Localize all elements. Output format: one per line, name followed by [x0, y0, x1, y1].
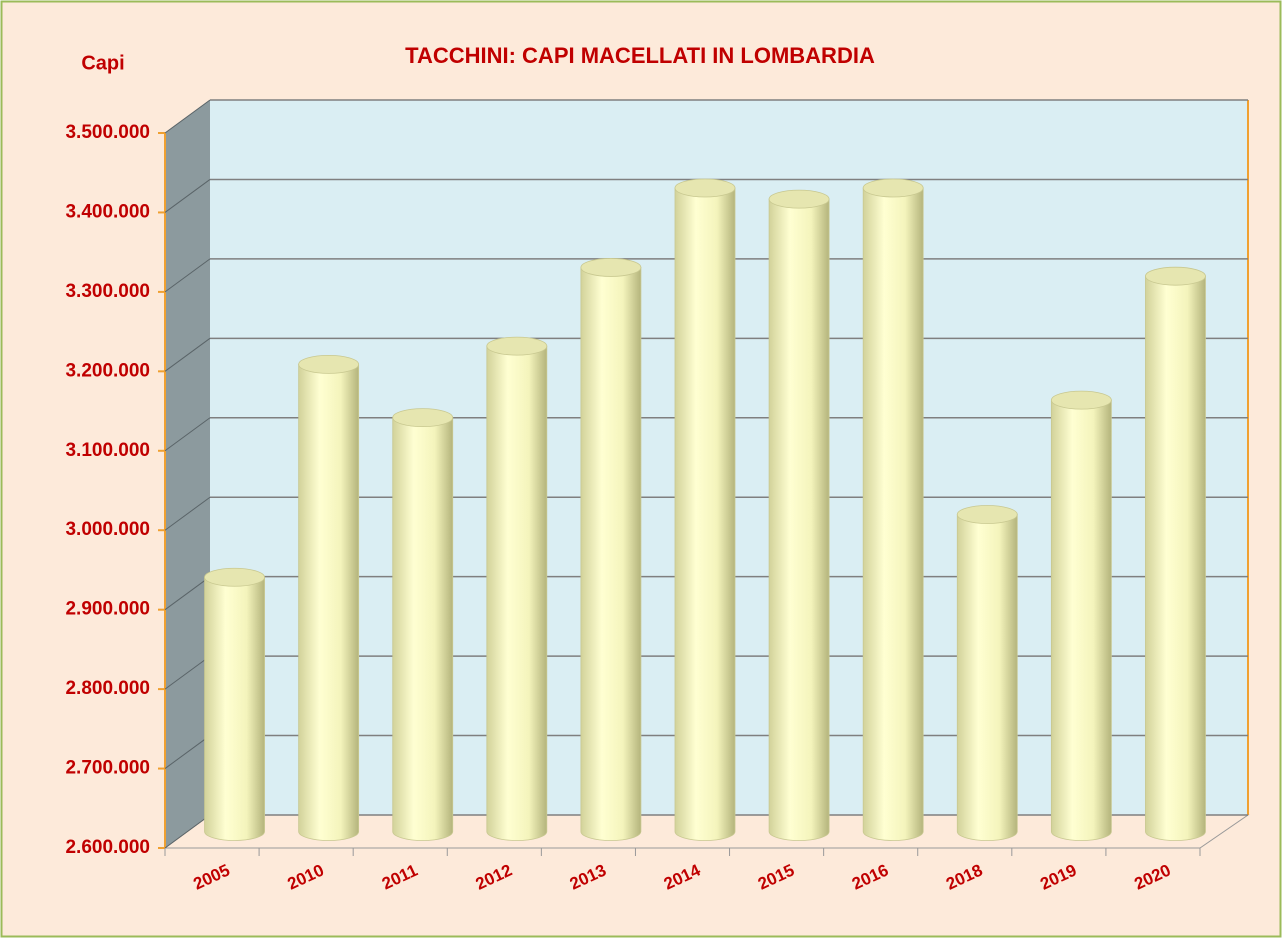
bar-top — [862, 178, 924, 198]
y-tick-label: 3.200.000 — [65, 360, 150, 381]
bar-top — [1145, 266, 1206, 286]
y-tick-label: 2.700.000 — [65, 758, 150, 779]
bar-top — [486, 336, 548, 356]
bar-top — [580, 258, 642, 277]
bar-top — [204, 567, 265, 587]
bar — [298, 363, 360, 841]
side-wall — [165, 100, 210, 848]
bar-top — [298, 354, 360, 374]
bar-top — [956, 505, 1018, 524]
y-tick-label: 3.100.000 — [65, 440, 150, 461]
grid-line-side — [164, 496, 211, 531]
bar-top — [1050, 390, 1112, 410]
grid-line-side — [164, 99, 211, 134]
bar — [674, 187, 736, 841]
bar — [768, 198, 830, 841]
y-tick-label: 3.400.000 — [65, 201, 150, 222]
grid-line-side — [164, 337, 211, 372]
grid-line-side — [164, 814, 211, 849]
bar-top — [768, 189, 830, 209]
y-tick-label: 3.300.000 — [65, 281, 150, 302]
plot: 2.600.000 2.700.000 2.800.000 2.900.000 3.00… — [65, 99, 1248, 894]
bar — [862, 187, 924, 841]
y-tick-label: 2.900.000 — [65, 599, 150, 620]
y-tick-label: 2.800.000 — [65, 678, 150, 699]
bar — [486, 345, 548, 841]
y-tick-label: 2.600.000 — [65, 837, 150, 858]
grid-line-side — [164, 576, 211, 611]
y-axis-label: Capi — [81, 52, 124, 74]
grid-line-side — [164, 417, 211, 452]
bar-top — [674, 178, 736, 198]
bar — [1050, 399, 1112, 841]
bar-top — [392, 408, 454, 427]
y-tick-label: 3.500.000 — [65, 122, 150, 143]
bar — [392, 417, 454, 841]
grid-line-side — [164, 258, 211, 293]
bar — [1145, 275, 1206, 841]
grid-line-side — [164, 655, 211, 690]
bar — [956, 514, 1018, 841]
chart-title: TACCHINI: CAPI MACELLATI IN LOMBARDIA — [405, 43, 875, 68]
y-tick-label: 3.000.000 — [65, 519, 150, 540]
grid-line-side — [164, 179, 211, 213]
grid-line-side — [164, 735, 211, 769]
bar — [580, 267, 642, 841]
bar — [204, 576, 265, 841]
